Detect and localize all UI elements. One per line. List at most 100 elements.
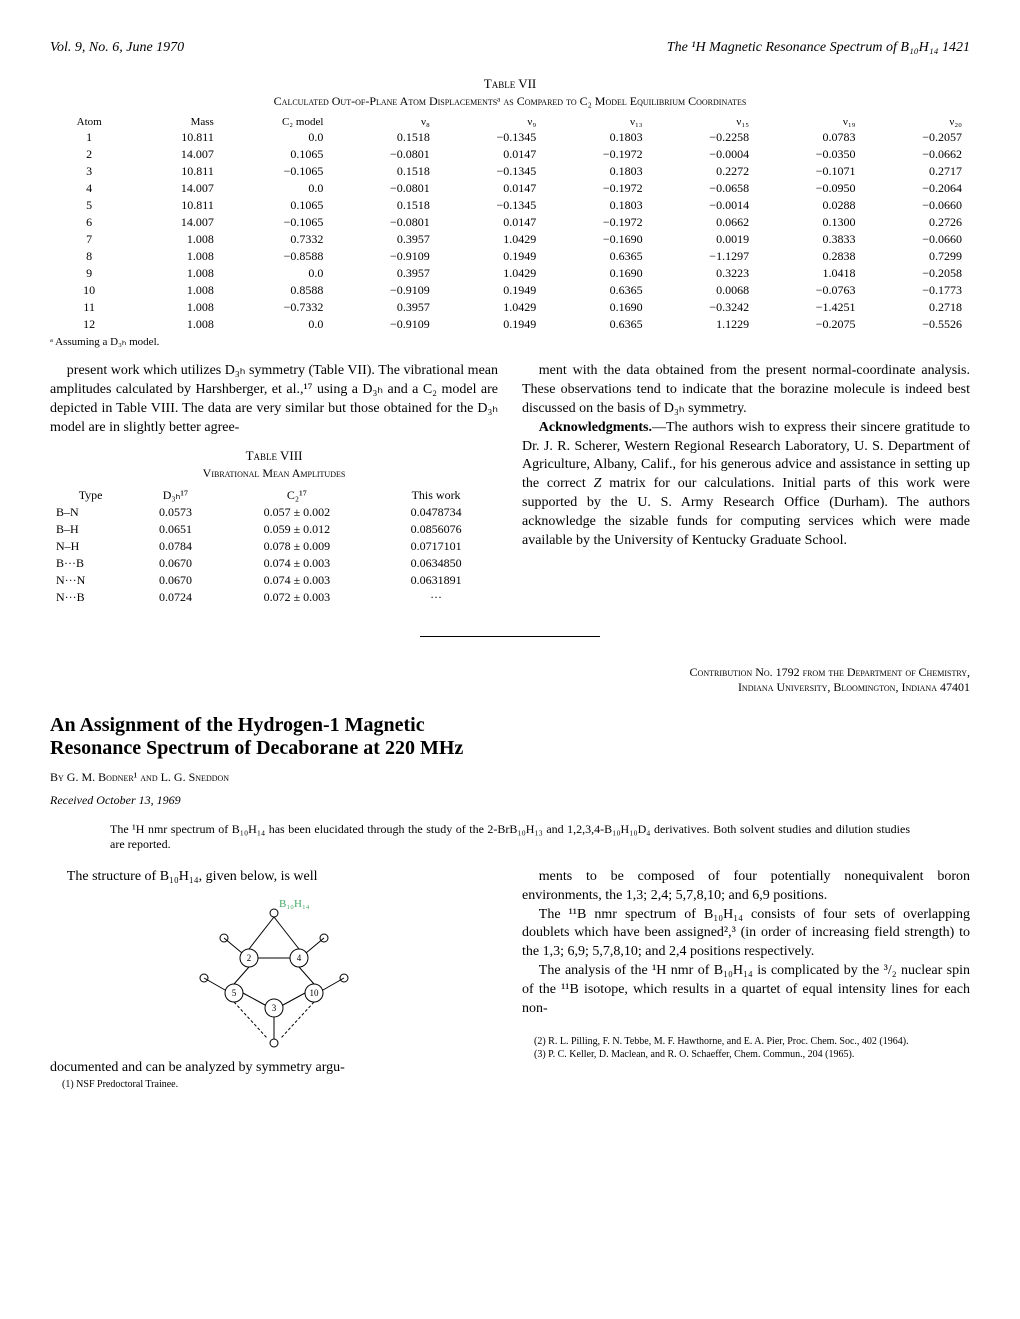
- table-cell: 0.0784: [131, 538, 219, 555]
- table-cell: 0.057 ± 0.002: [220, 504, 374, 521]
- table-cell: 10: [50, 282, 128, 299]
- table-row: B–H0.06510.059 ± 0.0120.0856076: [50, 521, 498, 538]
- svg-text:10: 10: [310, 988, 320, 998]
- table-cell: 0.2838: [757, 248, 863, 265]
- table-row: 310.811−0.10650.1518−0.13450.18030.2272−…: [50, 163, 970, 180]
- table7: Atom Mass C₂ model ν₈ ν₉ ν₁₃ ν₁₅ ν₁₉ ν₂₀…: [50, 115, 970, 333]
- paragraph: present work which utilizes D₃ₕ symmetry…: [50, 362, 498, 438]
- table-row: B–N0.05730.057 ± 0.0020.0478734: [50, 504, 498, 521]
- paragraph: The structure of B₁₀H₁₄, given below, is…: [50, 868, 498, 887]
- paragraph: ments to be composed of four potentially…: [522, 868, 970, 906]
- table-cell: 1.0418: [757, 265, 863, 282]
- table-cell: −0.1773: [864, 282, 971, 299]
- table-cell: 0.1065: [222, 146, 332, 163]
- table7-col: Mass: [128, 115, 221, 129]
- reference: (1) NSF Predoctoral Trainee.: [50, 1078, 498, 1092]
- table-cell: −0.9109: [331, 282, 437, 299]
- table-cell: 12: [50, 316, 128, 333]
- article-title: An Assignment of the Hydrogen-1 Magnetic…: [50, 714, 970, 760]
- table7-label: Table VII: [50, 76, 970, 92]
- table-cell: B···B: [50, 555, 131, 572]
- table-cell: −0.0662: [864, 146, 971, 163]
- table-cell: 0.1803: [544, 129, 650, 146]
- table-cell: N···B: [50, 589, 131, 606]
- table-cell: −0.2057: [864, 129, 971, 146]
- table-cell: −0.5526: [864, 316, 971, 333]
- reference: (2) R. L. Pilling, F. N. Tebbe, M. F. Ha…: [522, 1035, 970, 1049]
- table-cell: −0.0801: [331, 180, 437, 197]
- table-row: 614.007−0.1065−0.08010.0147−0.19720.0662…: [50, 214, 970, 231]
- svg-text:5: 5: [232, 988, 237, 998]
- paragraph: The analysis of the ¹H nmr of B₁₀H₁₄ is …: [522, 962, 970, 1019]
- table7-header-row: Atom Mass C₂ model ν₈ ν₉ ν₁₃ ν₁₅ ν₁₉ ν₂₀: [50, 115, 970, 129]
- table-cell: 0.1949: [438, 248, 544, 265]
- table-cell: 8: [50, 248, 128, 265]
- svg-text:3: 3: [272, 1003, 277, 1013]
- table-row: 510.8110.10650.1518−0.13450.1803−0.00140…: [50, 197, 970, 214]
- table-row: N–H0.07840.078 ± 0.0090.0717101: [50, 538, 498, 555]
- table-cell: −0.2258: [651, 129, 757, 146]
- table-cell: 5: [50, 197, 128, 214]
- table-cell: 0.0288: [757, 197, 863, 214]
- table-cell: −0.0950: [757, 180, 863, 197]
- paragraph: ment with the data obtained from the pre…: [522, 362, 970, 419]
- table-cell: −0.1972: [544, 214, 650, 231]
- table-cell: N···N: [50, 572, 131, 589]
- table-cell: 0.074 ± 0.003: [220, 572, 374, 589]
- table-cell: 1.008: [128, 231, 221, 248]
- table-cell: −0.3242: [651, 299, 757, 316]
- table-cell: 0.0478734: [374, 504, 498, 521]
- byline: By G. M. Bodner¹ and L. G. Sneddon: [50, 770, 970, 785]
- table-cell: 0.3957: [331, 299, 437, 316]
- table-cell: 11: [50, 299, 128, 316]
- table-cell: 0.0: [222, 265, 332, 282]
- table-cell: 0.1690: [544, 299, 650, 316]
- table7-col: ν₁₉: [757, 115, 863, 129]
- table-cell: 0.3833: [757, 231, 863, 248]
- table-cell: 0.0631891: [374, 572, 498, 589]
- table8-col: Type: [50, 487, 131, 504]
- table-row: 81.008−0.8588−0.91090.19490.6365−1.12970…: [50, 248, 970, 265]
- received-date: Received October 13, 1969: [50, 793, 970, 808]
- ack-text: The authors wish to express their sincer…: [522, 420, 970, 548]
- table-cell: −0.1972: [544, 180, 650, 197]
- table-cell: −0.1345: [438, 129, 544, 146]
- table-cell: −0.9109: [331, 248, 437, 265]
- table-cell: −0.0801: [331, 146, 437, 163]
- table-cell: 0.6365: [544, 248, 650, 265]
- table-cell: 0.0: [222, 316, 332, 333]
- table-cell: 14.007: [128, 214, 221, 231]
- table-cell: 0.3957: [331, 231, 437, 248]
- table-row: 121.0080.0−0.91090.19490.63651.1229−0.20…: [50, 316, 970, 333]
- table-cell: −0.9109: [331, 316, 437, 333]
- table-cell: 0.3223: [651, 265, 757, 282]
- table-cell: −0.1065: [222, 214, 332, 231]
- table-cell: 1.008: [128, 248, 221, 265]
- table-cell: −0.0660: [864, 231, 971, 248]
- table8-subtitle: Vibrational Mean Amplitudes: [50, 466, 498, 481]
- contribution-line: Contribution No. 1792 from the Departmen…: [50, 665, 970, 681]
- section-divider: [420, 636, 600, 637]
- table-cell: 0.2272: [651, 163, 757, 180]
- table-cell: B–H: [50, 521, 131, 538]
- table-cell: 0.1949: [438, 282, 544, 299]
- table-cell: 0.0634850: [374, 555, 498, 572]
- body-columns-1: present work which utilizes D₃ₕ symmetry…: [50, 362, 970, 616]
- table-cell: 1.008: [128, 282, 221, 299]
- table-cell: −0.1972: [544, 146, 650, 163]
- table-cell: 0.072 ± 0.003: [220, 589, 374, 606]
- table-row: N···B0.07240.072 ± 0.003···: [50, 589, 498, 606]
- table-cell: 1.0429: [438, 231, 544, 248]
- contribution-line: Indiana University, Bloomington, Indiana…: [50, 680, 970, 696]
- table-row: B···B0.06700.074 ± 0.0030.0634850: [50, 555, 498, 572]
- table8: Type D₃ₕ¹⁷ C₂¹⁷ This work B–N0.05730.057…: [50, 487, 498, 606]
- body-columns-2: The structure of B₁₀H₁₄, given below, is…: [50, 868, 970, 1091]
- table-cell: 0.2726: [864, 214, 971, 231]
- table-cell: 0.0573: [131, 504, 219, 521]
- table-cell: −0.0350: [757, 146, 863, 163]
- table-cell: −0.8588: [222, 248, 332, 265]
- table-cell: −0.0801: [331, 214, 437, 231]
- table-cell: 0.2717: [864, 163, 971, 180]
- table-cell: −0.1345: [438, 197, 544, 214]
- table-row: N···N0.06700.074 ± 0.0030.0631891: [50, 572, 498, 589]
